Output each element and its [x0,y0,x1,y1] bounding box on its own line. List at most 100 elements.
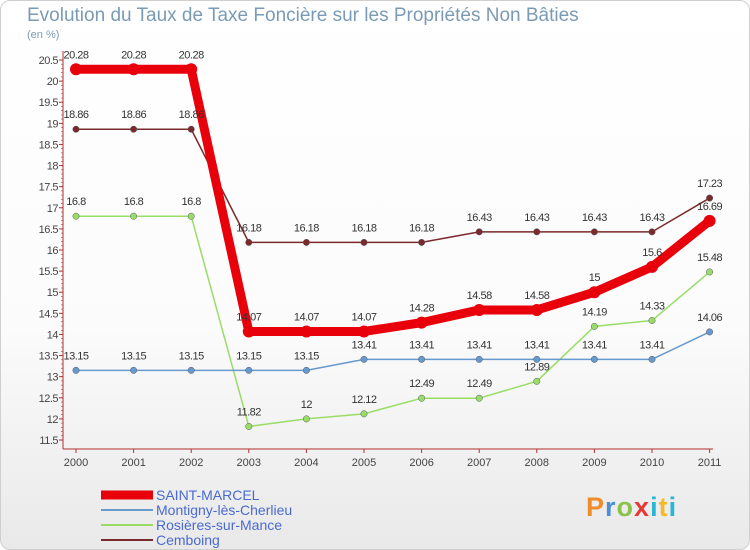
x-tick-label: 2008 [525,457,549,469]
data-point [648,317,656,324]
x-tick-label: 2000 [64,457,88,469]
data-point [475,228,483,236]
data-point [72,125,80,133]
data-label: 13.15 [294,350,319,362]
x-tick-label: 2003 [237,457,261,469]
data-label: 16.43 [582,212,607,224]
data-label: 14.07 [236,311,261,323]
data-point [706,194,714,202]
data-point [187,366,195,374]
data-label: 18.86 [179,109,204,121]
data-point [300,325,313,338]
data-point [415,316,428,329]
y-tick-label: 13 [47,372,59,384]
data-point [72,212,80,220]
y-tick-label: 20 [47,76,59,88]
data-point [242,325,255,338]
y-tick-label: 12 [47,414,59,426]
data-label: 13.15 [121,350,146,362]
y-tick-label: 15 [47,287,59,299]
data-point [706,328,714,336]
data-label: 16.18 [236,222,261,234]
x-tick-label: 2005 [352,457,376,469]
data-label: 13.41 [639,339,664,351]
data-point [418,394,426,402]
data-label: 13.41 [524,339,549,351]
data-label: 12.49 [467,378,492,390]
data-point [473,303,486,316]
series-line-1 [76,331,710,372]
data-point [127,63,140,76]
data-point [360,355,368,363]
data-point [418,355,426,363]
y-tick-label: 20.5 [39,55,59,67]
data-point [646,260,658,273]
data-point [187,212,195,220]
legend-label: SAINT-MARCEL [156,487,260,503]
data-point [130,125,138,133]
data-label: 13.41 [351,339,376,351]
y-tick-label: 18 [47,161,59,173]
legend-label: Montigny-lès-Cherlieu [156,502,292,518]
data-label: 13.15 [236,350,261,362]
data-point [302,415,310,423]
data-label: 12.89 [524,361,549,373]
data-label: 13.41 [582,339,607,351]
data-point [130,212,138,220]
data-point [302,366,310,374]
data-label: 16.69 [697,201,722,213]
data-point [590,322,598,330]
data-label: 18.86 [121,109,146,121]
y-tick-label: 18.5 [39,139,59,151]
x-tick-label: 2007 [467,457,491,469]
data-label: 14.07 [294,311,319,323]
data-label: 18.86 [63,109,88,121]
x-tick-label: 2011 [698,457,722,469]
data-label: 14.19 [582,306,607,318]
data-label: 12.49 [409,378,434,390]
y-tick-label: 19 [47,118,59,130]
data-point [418,238,426,246]
data-label: 14.07 [351,311,376,323]
series-line-3 [76,128,710,244]
x-tick-label: 2009 [582,457,606,469]
data-label: 20.28 [121,49,146,61]
data-label: 15.6 [642,247,662,259]
data-label: 13.15 [63,350,88,362]
y-tick-label: 19.5 [39,97,59,109]
data-label: 14.58 [524,290,549,302]
data-label: 20.28 [63,49,88,61]
series-line-0 [76,64,713,336]
data-label: 16.8 [66,196,86,208]
data-label: 16.43 [639,212,664,224]
data-label: 16.43 [524,212,549,224]
data-label: 14.33 [639,301,664,313]
y-unit-label: (en %) [27,29,60,41]
data-point [706,268,714,276]
data-label: 16.18 [294,222,319,234]
data-point [588,286,601,299]
data-point [648,228,656,236]
data-label: 17.23 [697,178,722,190]
x-tick-label: 2001 [121,457,145,469]
x-tick-label: 2006 [409,457,433,469]
y-tick-label: 14 [47,329,59,341]
data-label: 12 [301,399,313,411]
x-tick-label: 2010 [640,457,664,469]
data-point [530,303,543,316]
data-point [72,366,80,374]
y-tick-label: 11.5 [39,435,58,447]
proxiti-logo: Proxiti [586,492,678,522]
data-label: 13.41 [467,339,492,351]
data-point [648,355,656,363]
data-label: 15.48 [697,252,722,264]
data-point [302,238,310,246]
x-tick-label: 2004 [294,457,318,469]
data-label: 14.28 [409,303,434,315]
legend-label: Rosières-sur-Mance [156,517,282,533]
data-point [70,63,82,76]
y-tick-label: 16.5 [39,224,59,236]
data-point [703,214,716,227]
